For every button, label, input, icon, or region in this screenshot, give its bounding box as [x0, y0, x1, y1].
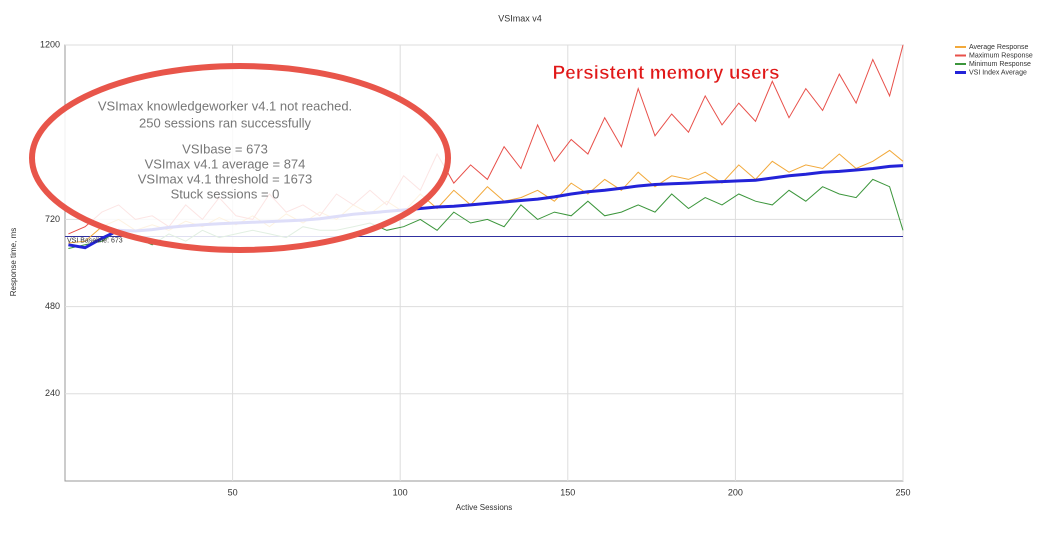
annotation: Persistent memory users: [552, 63, 779, 84]
y-tick-label: 1200: [40, 39, 60, 49]
chart-title: VSImax v4: [498, 13, 542, 23]
summary-line: VSIbase = 673: [182, 141, 268, 156]
y-axis-label: Response time, ms: [9, 228, 18, 296]
y-tick-label: 240: [45, 388, 60, 398]
summary-line: VSImax knowledgeworker v4.1 not reached.: [98, 98, 352, 113]
legend-label: Average Response: [969, 44, 1029, 51]
y-tick-label: 480: [45, 301, 60, 311]
x-tick-label: 200: [728, 487, 743, 497]
summary-line: VSImax v4.1 average = 874: [145, 156, 306, 171]
callout-ellipse: [29, 63, 451, 253]
baseline-label: VSI Baseline: 673: [67, 237, 123, 244]
x-tick-label: 50: [228, 487, 238, 497]
y-tick-label: 720: [45, 214, 60, 224]
x-tick-label: 150: [560, 487, 575, 497]
summary-line: VSImax v4.1 threshold = 1673: [138, 171, 313, 186]
x-tick-label: 250: [895, 487, 910, 497]
summary-line: Stuck sessions = 0: [171, 186, 280, 201]
x-axis-label: Active Sessions: [456, 503, 512, 512]
legend-label: Minimum Response: [969, 61, 1031, 68]
legend-label: Maximum Response: [969, 52, 1033, 59]
legend-label: VSI Index Average: [969, 69, 1027, 76]
summary-line: 250 sessions ran successfully: [139, 115, 311, 130]
x-tick-label: 100: [393, 487, 408, 497]
